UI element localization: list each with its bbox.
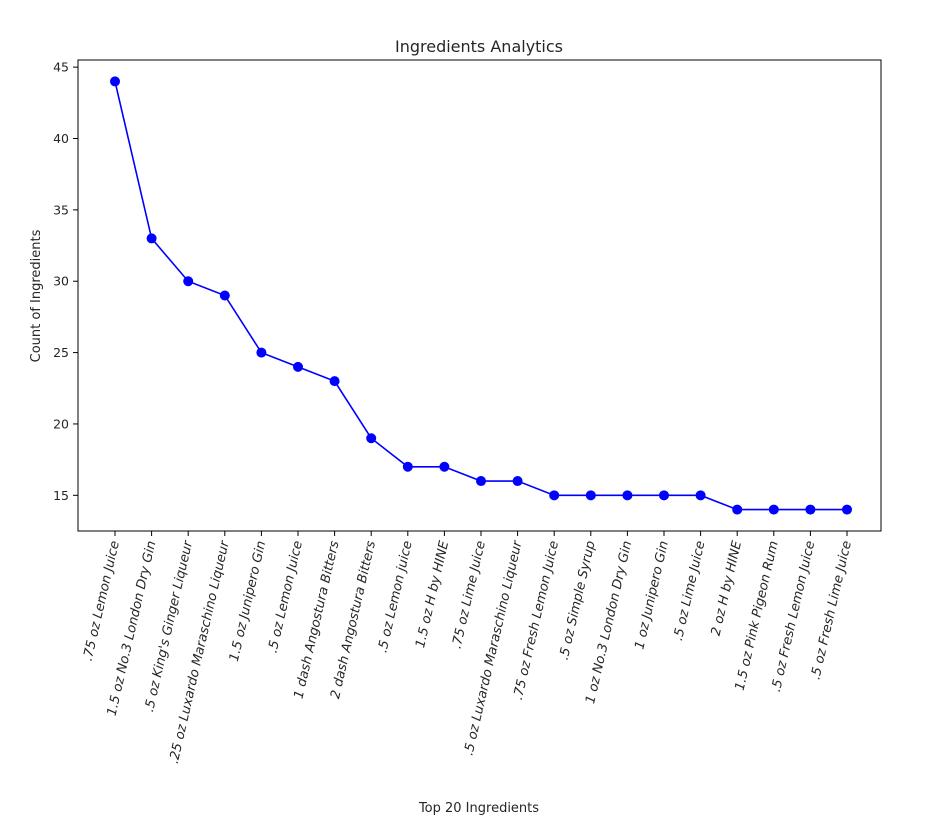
data-point (842, 504, 852, 515)
x-tick-label: .5 oz Simple Syrup (557, 540, 599, 662)
y-axis-label: Count of Ingredients (29, 229, 44, 362)
data-point (585, 490, 596, 501)
data-point (183, 276, 194, 287)
data-point (329, 376, 340, 387)
x-tick-label: 1.5 oz H by HINE (413, 539, 452, 650)
data-point (439, 461, 450, 472)
chart-title: Ingredients Analytics (395, 37, 563, 56)
data-point (110, 76, 120, 87)
x-tick-label: .5 oz Lemon Juice (266, 540, 306, 655)
data-point (659, 490, 669, 501)
data-point (476, 476, 486, 487)
data-point (256, 347, 267, 358)
x-tick-label: 1 oz Junipero Gin (632, 540, 672, 651)
y-tick-label: 30 (53, 274, 69, 289)
y-tick-label: 15 (53, 488, 69, 503)
x-tick-label: 1.5 oz Junipero Gin (227, 540, 269, 663)
data-point (219, 290, 230, 301)
plot-frame (77, 59, 882, 532)
data-point (366, 433, 377, 444)
data-point (402, 461, 413, 472)
data-point (695, 490, 706, 501)
x-tick-label: .75 oz Lemon Juice (81, 540, 123, 663)
data-point (293, 361, 303, 372)
data-point (146, 233, 157, 244)
y-tick-label: 45 (53, 60, 69, 75)
x-tick-label: .5 oz Fresh Lime Juice (808, 540, 855, 682)
data-point (622, 490, 633, 501)
x-tick-label: .5 oz Lemon juice (375, 540, 415, 655)
data-point (512, 476, 523, 487)
x-tick-label: 2 oz H by HINE (709, 539, 746, 638)
y-tick-label: 40 (53, 131, 69, 146)
y-tick-label: 35 (53, 202, 69, 217)
y-tick-label: 20 (53, 416, 69, 431)
y-axis: 15 20 25 30 35 40 45 (53, 60, 78, 503)
x-tick-label: .75 oz Lime Juice (449, 540, 488, 651)
data-point (768, 504, 779, 515)
data-point (732, 504, 743, 515)
series-points (110, 76, 852, 515)
data-point (549, 490, 560, 501)
data-point (805, 504, 816, 515)
x-tick-label: .5 oz Lime Juice (671, 540, 709, 643)
y-tick-label: 25 (53, 345, 69, 360)
x-axis-label: Top 20 Ingredients (418, 801, 539, 816)
